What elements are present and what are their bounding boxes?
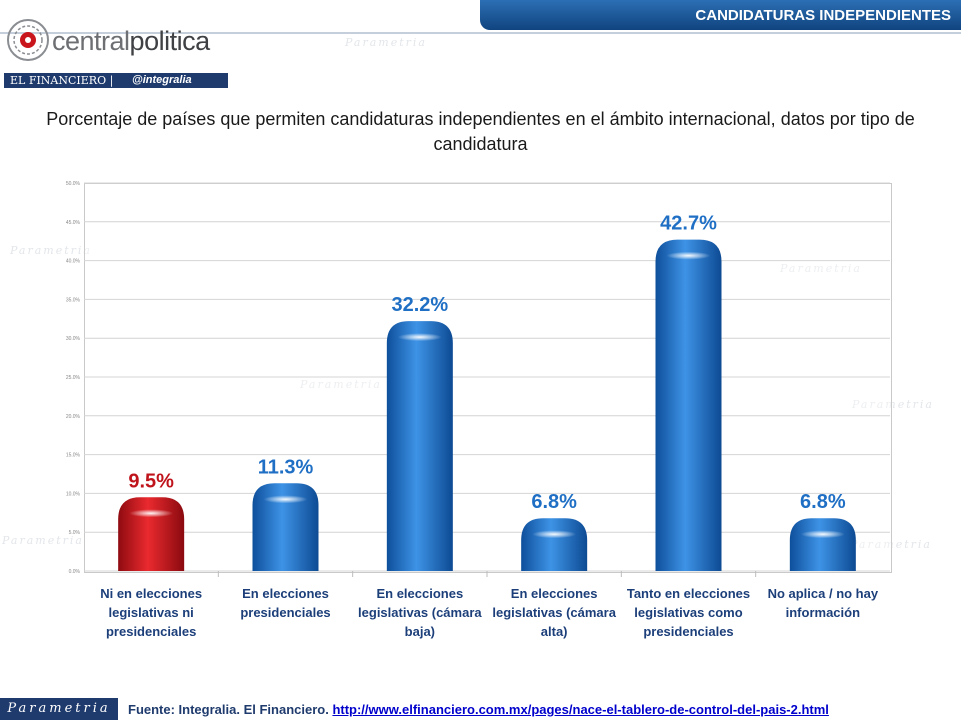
watermark-text: Parametria	[780, 262, 862, 275]
logo-text-part: politica	[129, 26, 211, 56]
chart-title: Porcentaje de países que permiten candid…	[46, 109, 915, 154]
data-label: 42.7%	[660, 213, 717, 235]
bar-highlight	[397, 333, 442, 342]
source-prefix: Fuente: Integralia. El Financiero.	[128, 702, 333, 717]
watermark-text: Parametria	[300, 378, 382, 391]
bar	[655, 239, 722, 571]
bar	[386, 321, 453, 571]
logo-text-part: central	[52, 26, 130, 56]
bar-highlight	[532, 530, 577, 539]
x-category-label: En elecciones legislativas (cámara baja)	[358, 586, 482, 639]
y-tick-label: 15.0%	[66, 453, 81, 459]
x-category-label: En elecciones legislativas (cámara alta)	[492, 586, 616, 639]
x-category-label: No aplica / no hay información	[767, 586, 879, 620]
watermark-text: Parametria	[345, 36, 427, 49]
y-tick-label: 35.0%	[66, 297, 81, 303]
x-category-label: Ni en elecciones legislativas ni preside…	[100, 586, 203, 639]
bar	[521, 518, 588, 571]
y-tick-label: 40.0%	[66, 259, 81, 265]
bar	[789, 518, 856, 571]
bar-body	[386, 321, 453, 571]
integralia-logo: @integralia	[132, 74, 192, 86]
data-label: 6.8%	[531, 491, 577, 513]
parametria-logo: Parametria	[0, 698, 118, 720]
y-tick-label: 0.0%	[69, 569, 81, 575]
bar-body	[789, 518, 856, 571]
data-label: 32.2%	[391, 294, 448, 316]
central-politica-logo-icon	[7, 19, 49, 61]
data-label: 6.8%	[800, 491, 846, 513]
data-label: 11.3%	[258, 456, 314, 478]
watermark-text: Parametria	[2, 534, 84, 547]
bar-highlight	[263, 495, 308, 504]
source-note: Fuente: Integralia. El Financiero. http:…	[128, 702, 829, 717]
source-link[interactable]: http://www.elfinanciero.com.mx/pages/nac…	[332, 702, 829, 717]
bar-highlight	[800, 530, 845, 539]
x-category-label: Tanto en elecciones legislativas como pr…	[626, 586, 751, 639]
section-header-bar: CANDIDATURAS INDEPENDIENTES	[480, 0, 961, 30]
el-financiero-logo: EL FINANCIERO |	[10, 74, 114, 87]
y-tick-label: 25.0%	[66, 375, 81, 381]
bar	[118, 497, 185, 571]
bar-body	[521, 518, 588, 571]
bar-highlight	[666, 251, 711, 260]
header-divider	[0, 32, 961, 34]
x-category-label: En elecciones presidenciales	[240, 586, 331, 620]
plot-area	[84, 183, 892, 573]
central-politica-logo: centralpolitica	[52, 26, 210, 57]
bar-body	[118, 497, 185, 571]
bar-highlight	[129, 509, 174, 518]
y-tick-label: 45.0%	[66, 220, 81, 226]
watermark-text: Parametria	[10, 244, 92, 257]
y-tick-label: 20.0%	[66, 414, 81, 420]
y-tick-label: 10.0%	[66, 491, 81, 497]
bar-body	[252, 483, 319, 571]
y-tick-label: 30.0%	[66, 336, 81, 342]
bar-body	[655, 239, 722, 571]
y-tick-label: 50.0%	[66, 181, 81, 187]
section-title: CANDIDATURAS INDEPENDIENTES	[695, 7, 951, 24]
partner-logos-bar: EL FINANCIERO | @integralia	[4, 73, 228, 88]
y-tick-label: 5.0%	[69, 530, 81, 536]
data-label: 9.5%	[128, 470, 174, 492]
watermark-text: Parametria	[850, 538, 932, 551]
bar	[252, 483, 319, 571]
